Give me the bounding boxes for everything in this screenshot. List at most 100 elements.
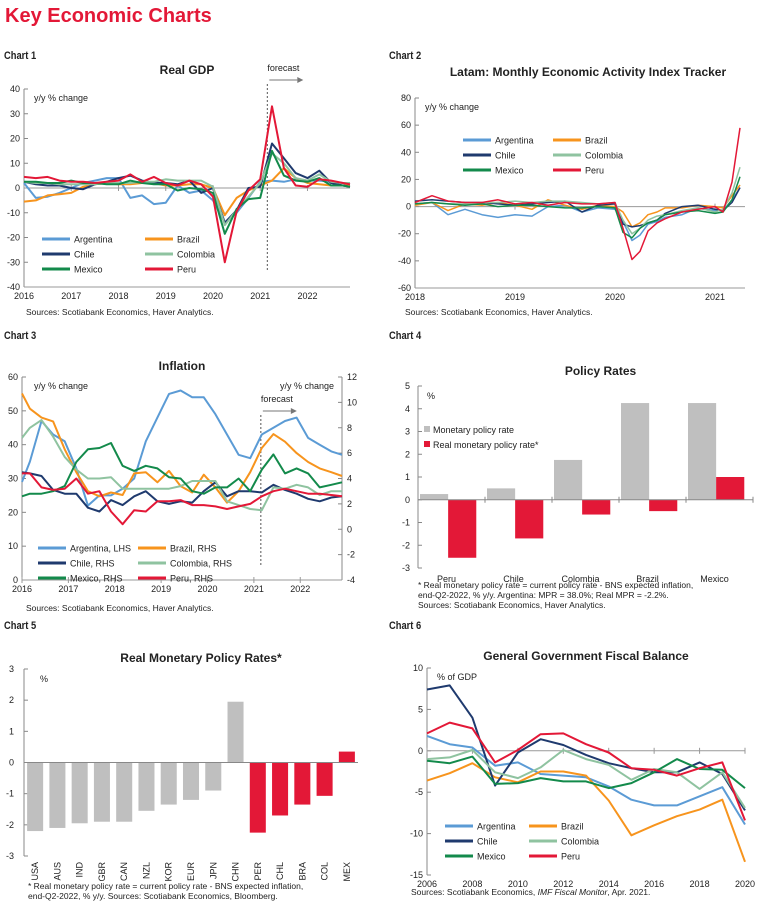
policy-rates-chart: Policy Rates 5 4 3 2 1 0 -1 -2 -3% Peru Chile Colomb…	[402, 364, 754, 584]
x-tick-label: 2022	[297, 291, 317, 301]
x-tick-label: IND	[75, 862, 85, 878]
bar-col	[316, 762, 333, 796]
y-tick-label: 1	[9, 726, 14, 736]
bar-real-policy-rate	[515, 499, 544, 539]
y-tick-label: 50	[8, 406, 18, 416]
source-prefix: Sources: Scotiabank Economics,	[411, 887, 538, 897]
series-line-peru	[22, 472, 343, 526]
y-tick-label: -20	[398, 229, 411, 239]
y-tick-label: 10	[10, 158, 20, 168]
y-unit-label: y/y % change	[425, 102, 479, 112]
y-tick-label-right: -2	[347, 550, 355, 560]
y-tick-label: 60	[8, 372, 18, 382]
bar-gbr	[93, 762, 110, 822]
y-tick-label-right: 4	[347, 474, 352, 484]
y-tick-label: 0	[9, 758, 14, 768]
y-tick-label: 30	[10, 109, 20, 119]
x-tick-label: BRA	[297, 862, 307, 881]
bar-real-policy-rate	[716, 477, 745, 500]
legend-label: Chile	[477, 837, 498, 847]
x-tick-label: 2019	[151, 584, 171, 594]
x-tick-label: GBR	[97, 862, 107, 882]
y-tick-label: 3	[9, 664, 14, 674]
y-tick-label: -1	[402, 518, 410, 528]
y-tick-label: 0	[418, 746, 423, 756]
chart-title: Policy Rates	[565, 364, 637, 378]
y-tick-label: 5	[418, 704, 423, 714]
y-tick-label: 2	[405, 449, 410, 459]
y-tick-label: 3	[405, 427, 410, 437]
legend-label: Argentina, LHS	[70, 544, 131, 554]
chart-source: Sources: Scotiabank Economics, Haver Ana…	[26, 307, 214, 317]
legend-label: Brazil, RHS	[170, 544, 217, 554]
activity-tracker-chart: Latam: Monthly Economic Activity Index T…	[398, 65, 745, 302]
x-tick-label: Peru	[437, 574, 456, 584]
x-tick-label: Colombia	[561, 574, 599, 584]
y-tick-label: 30	[8, 474, 18, 484]
chart-footnote: * Real monetary policy rate = current po…	[418, 580, 694, 590]
bar-nzl	[138, 762, 155, 811]
x-tick-label: 2014	[599, 879, 619, 889]
x-tick-label: 2018	[690, 879, 710, 889]
series-line-argentina	[426, 734, 746, 826]
y-tick-label: -2	[6, 820, 14, 830]
chart-label: Chart 6	[389, 620, 422, 632]
y-tick-label: 10	[8, 541, 18, 551]
x-tick-label: 2022	[290, 584, 310, 594]
series-line-mexico	[414, 176, 741, 239]
series-line-argentina	[414, 187, 741, 242]
chart-title: Real GDP	[160, 63, 215, 77]
chart-2-panel: Chart 2 Latam: Monthly Economic Activity…	[385, 50, 760, 320]
forecast-label: forecast	[261, 394, 294, 404]
y-tick-label-right: 2	[347, 499, 352, 509]
series-line-peru	[23, 105, 351, 264]
bar-policy-rate	[688, 403, 717, 500]
y-tick-label: -10	[7, 208, 20, 218]
x-tick-label: 2020	[605, 292, 625, 302]
source-italic: IMF Fiscal Monitor	[537, 887, 608, 897]
legend-label: Argentina	[74, 235, 113, 245]
legend-label: Colombia, RHS	[170, 559, 232, 569]
bar-chn	[227, 701, 244, 763]
y-tick-label: 60	[401, 120, 411, 130]
x-tick-label: COL	[320, 862, 330, 881]
x-tick-label: 2016	[12, 584, 32, 594]
x-tick-label: 2016	[14, 291, 34, 301]
bar-jpn	[205, 762, 222, 791]
x-tick-label: 2021	[705, 292, 725, 302]
chart-source: Sources: Scotiabank Economics, IMF Fisca…	[411, 887, 650, 897]
y-tick-label: -30	[7, 257, 20, 267]
y-tick-label-right: 8	[347, 423, 352, 433]
y-tick-label: 40	[401, 147, 411, 157]
legend-label: Mexico	[74, 265, 103, 275]
x-tick-label: Mexico	[700, 574, 729, 584]
y-unit-label: %	[40, 674, 48, 684]
y-tick-label: 40	[8, 440, 18, 450]
x-tick-label: 2018	[108, 291, 128, 301]
bar-usa	[27, 762, 44, 832]
y-unit-label-right: y/y % change	[280, 381, 334, 391]
bar-aus	[49, 762, 66, 828]
x-tick-label: Chile	[503, 574, 524, 584]
y-tick-label: -3	[402, 563, 410, 573]
series-line-argentina	[21, 389, 343, 507]
legend-label: Chile	[495, 151, 516, 161]
x-tick-label: 2008	[462, 879, 482, 889]
x-tick-label: PER	[253, 862, 263, 881]
chart-6-panel: Chart 6 General Government Fiscal Balanc…	[385, 620, 760, 909]
x-tick-label: CAN	[119, 862, 129, 881]
y-tick-label-right: 6	[347, 448, 352, 458]
y-unit-label: % of GDP	[437, 672, 477, 682]
chart-title: Real Monetary Policy Rates*	[120, 651, 282, 665]
legend-swatch	[424, 426, 430, 432]
y-tick-label: 0	[406, 202, 411, 212]
bar-policy-rate	[487, 488, 516, 500]
x-tick-label: 2020	[735, 879, 755, 889]
y-unit-label-left: y/y % change	[34, 381, 88, 391]
series-line-colombia	[414, 166, 741, 235]
bar-policy-rate	[621, 403, 650, 500]
y-tick-label: 20	[10, 134, 20, 144]
legend-label: Brazil	[585, 136, 608, 146]
x-tick-label: NZL	[141, 862, 151, 879]
